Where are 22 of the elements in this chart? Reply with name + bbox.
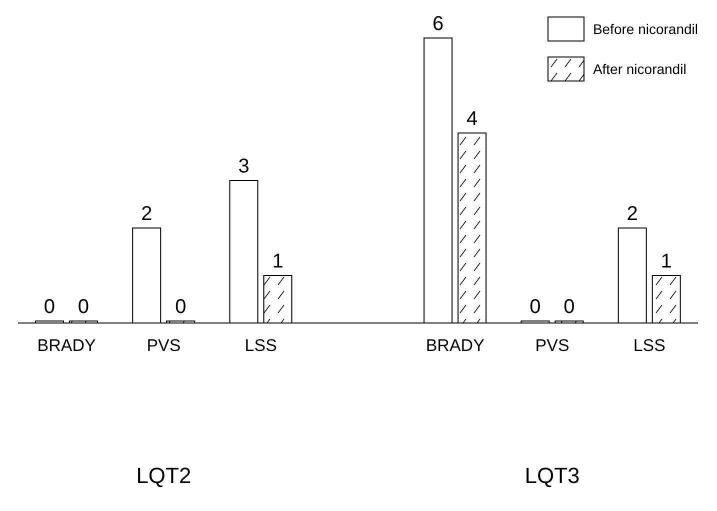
data-label: 0 xyxy=(564,296,575,318)
x-tick-label: PVS xyxy=(535,336,570,356)
data-label: 0 xyxy=(78,296,90,318)
data-label: 1 xyxy=(660,250,672,272)
data-label: 0 xyxy=(44,296,56,318)
data-label: 6 xyxy=(432,13,444,35)
data-label: 2 xyxy=(626,203,638,225)
legend-label: After nicorandil xyxy=(592,61,686,77)
text: LQT3 xyxy=(524,463,581,489)
legend-label: Before nicorandil xyxy=(592,21,698,37)
x-tick-label: LSS xyxy=(244,336,277,356)
data-label: 3 xyxy=(238,156,250,178)
data-label: 4 xyxy=(466,108,478,130)
x-tick-label: BRADY xyxy=(37,336,96,356)
x-tick-label: PVS xyxy=(146,336,181,356)
x-tick-label: BRADY xyxy=(426,336,484,356)
data-label: 0 xyxy=(530,296,541,318)
data-label: 2 xyxy=(141,203,152,225)
text: LQT2 xyxy=(135,463,192,489)
x-tick-label: LSS xyxy=(633,336,666,356)
data-label: 1 xyxy=(272,250,284,272)
data-label: 0 xyxy=(175,296,186,318)
